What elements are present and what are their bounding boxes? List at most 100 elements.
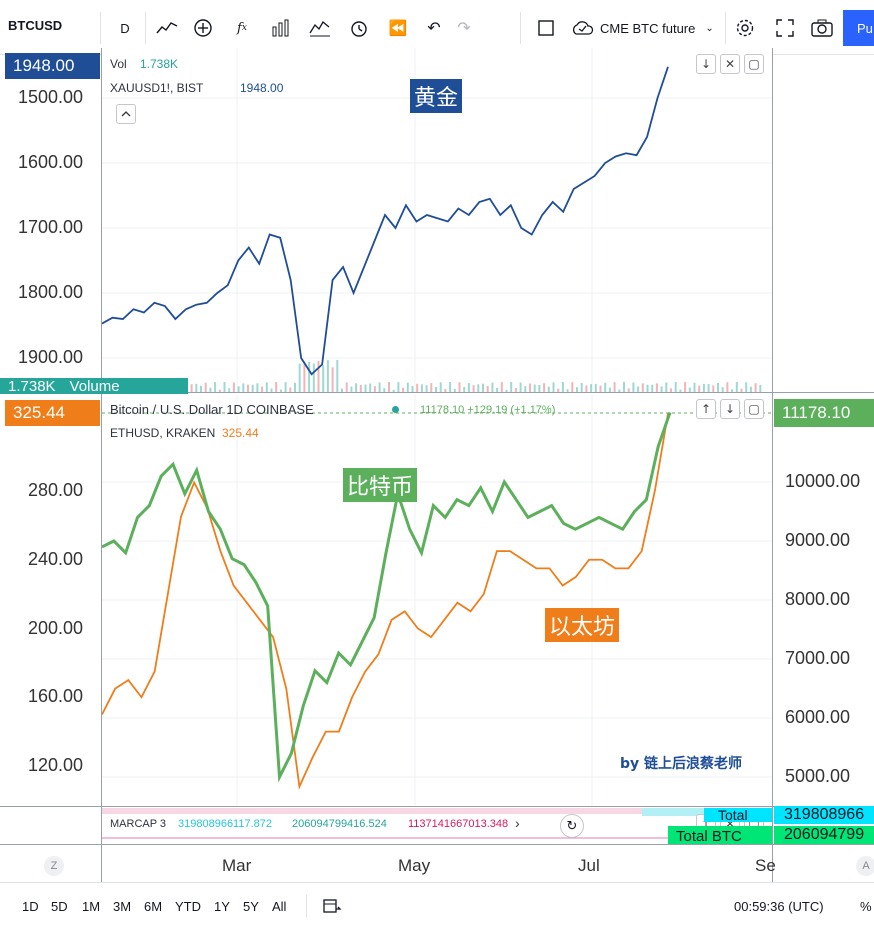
chevron-down-icon: ⌄ (705, 22, 714, 34)
volume-bar (566, 389, 569, 392)
volume-bar (294, 382, 296, 392)
range-1d-button[interactable]: 1D (22, 899, 39, 914)
btc-y-tick-label: 8000.00 (785, 589, 851, 609)
gold-chart-svg (102, 48, 772, 392)
volume-bar (688, 387, 691, 392)
auto-scale-button[interactable]: A (856, 856, 874, 876)
range-6m-button[interactable]: 6M (144, 899, 163, 914)
undo-icon[interactable]: ↶ (427, 20, 441, 37)
volume-bar (406, 382, 409, 392)
volume-bar (345, 382, 348, 392)
volume-bar (289, 387, 292, 392)
volume-bar (458, 382, 461, 392)
volume-bar (604, 382, 607, 392)
eth-y-tick-label: 280.00 (28, 480, 84, 500)
chart-type-icon[interactable] (152, 14, 182, 42)
gold-price-line (102, 66, 669, 376)
utc-clock[interactable]: 00:59:36 (UTC) (734, 899, 824, 914)
compare-add-icon[interactable] (188, 14, 218, 42)
volume-bar (373, 386, 376, 392)
settings-gear-icon[interactable] (730, 14, 760, 42)
volume-bar (331, 367, 334, 392)
volume-bar (463, 386, 466, 392)
chevron-right-icon[interactable]: › (515, 815, 520, 831)
volume-bar (190, 384, 193, 392)
percent-scale-button[interactable]: % (860, 899, 872, 914)
gold-y-tick-label: 1900.00 (18, 347, 84, 367)
toolbar-divider (145, 12, 146, 44)
btc-y-tick-label: 5000.00 (785, 766, 851, 786)
range-3m-button[interactable]: 3M (113, 899, 132, 914)
gold-y-tick-label: 1500.00 (18, 87, 84, 107)
volume-bar (341, 388, 343, 392)
go-to-date-icon[interactable] (322, 896, 342, 916)
volume-bar (256, 383, 259, 392)
range-5d-button[interactable]: 5D (51, 899, 68, 914)
volume-bar (641, 383, 644, 392)
volume-bar (491, 382, 494, 392)
volume-bar (279, 389, 282, 392)
x-tick-label: Jul (578, 856, 600, 875)
eth-symbol-value: 325.44 (222, 426, 259, 440)
volume-bar (514, 388, 517, 392)
volume-bar (646, 384, 649, 392)
volume-bar (731, 389, 734, 392)
volume-bar (623, 382, 625, 392)
gold-pane[interactable]: Vol 1.738K XAUUSD1!, BIST 1948.00 ↓ ✕ ▢ … (102, 48, 772, 392)
volume-bar (411, 385, 414, 392)
volume-bar (538, 384, 541, 392)
gold-symbol-value: 1948.00 (240, 81, 284, 95)
interval-button[interactable]: D (120, 20, 130, 36)
maximize-pane-button[interactable]: ▢ (744, 54, 764, 74)
volume-bar (735, 382, 738, 392)
close-pane-button[interactable]: ✕ (720, 54, 740, 74)
reset-scale-icon[interactable]: ↻ (560, 814, 584, 838)
move-pane-down-button[interactable]: ↓ (696, 54, 716, 74)
volume-bar (195, 383, 198, 392)
range-ytd-button[interactable]: YTD (175, 899, 201, 914)
collapse-legend-button[interactable] (116, 104, 136, 124)
fullscreen-icon[interactable] (770, 14, 800, 42)
volume-tag-label: Volume (69, 378, 120, 394)
bar-replay-icon[interactable] (305, 14, 335, 42)
layout-square-icon[interactable] (532, 14, 560, 42)
marcap-legend: MARCAP 3 (110, 818, 167, 830)
range-1m-button[interactable]: 1M (82, 899, 101, 914)
btc-y-tick-label: 10000.00 (785, 471, 861, 491)
range-5y-button[interactable]: 5Y (243, 899, 259, 914)
range-1y-button[interactable]: 1Y (214, 899, 230, 914)
redo-icon[interactable]: ↷ (457, 20, 471, 37)
volume-bar (284, 382, 287, 392)
volume-bar (585, 385, 588, 392)
eth-y-tick-label: 160.00 (28, 686, 84, 707)
templates-icon[interactable] (266, 14, 296, 42)
rewind-icon[interactable]: ⏪ (388, 20, 408, 37)
volume-bar (745, 382, 748, 392)
volume-bar (359, 384, 362, 392)
volume-bar (317, 360, 320, 392)
volume-bar (392, 389, 395, 392)
right-axis-border (772, 48, 773, 882)
btc-annotation: 比特币 (343, 468, 418, 502)
publish-button[interactable]: Pu (843, 10, 874, 46)
move-pane-down-button[interactable]: ↓ (720, 399, 740, 419)
alert-clock-icon[interactable] (344, 14, 374, 42)
volume-bar (698, 385, 701, 392)
symbol-search-button[interactable]: BTCUSD (8, 18, 63, 33)
toolbar-divider (520, 12, 521, 44)
range-all-button[interactable]: All (272, 899, 287, 914)
camera-icon[interactable] (807, 14, 837, 42)
pane-divider (0, 806, 874, 807)
volume-bar (435, 387, 437, 392)
compare-symbol-dropdown[interactable]: CME BTC future ⌄ (570, 14, 728, 42)
chevron-up-icon (121, 111, 131, 117)
toolbar-divider (100, 12, 101, 44)
zoom-out-button[interactable]: Z (44, 856, 64, 876)
volume-bar (378, 382, 381, 392)
maximize-pane-button[interactable]: ▢ (744, 399, 764, 419)
time-axis-border (0, 844, 874, 845)
bottom-range-bar: 1D 5D 1M 3M 6M YTD 1Y 5Y All 00:59:36 (U… (0, 882, 874, 929)
move-pane-up-button[interactable]: ↑ (696, 399, 716, 419)
btc-eth-pane[interactable]: Bitcoin / U.S. Dollar 1D COINBASE 11178.… (102, 395, 772, 805)
